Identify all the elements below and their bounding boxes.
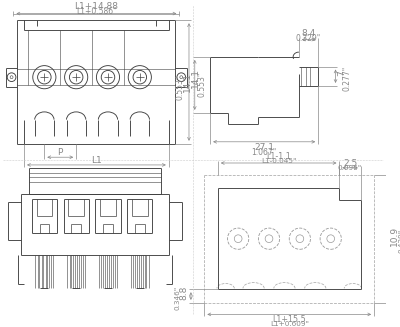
Text: 8.8: 8.8 <box>180 286 189 301</box>
Text: 14.1: 14.1 <box>182 72 192 92</box>
Text: L1-0.045": L1-0.045" <box>261 158 296 164</box>
Text: 0.553": 0.553" <box>197 71 206 96</box>
Text: 0.277": 0.277" <box>343 65 352 91</box>
Text: L1+15.5: L1+15.5 <box>272 315 306 324</box>
Text: 1.067": 1.067" <box>252 148 277 157</box>
Text: 0.553": 0.553" <box>176 74 185 99</box>
Text: 0.429": 0.429" <box>398 229 400 253</box>
Text: P: P <box>58 148 63 157</box>
Text: 14.1: 14.1 <box>191 68 200 88</box>
Text: L1: L1 <box>91 156 102 164</box>
Text: L1-1.1: L1-1.1 <box>266 152 291 161</box>
Text: 7: 7 <box>337 70 346 76</box>
Text: 27.1: 27.1 <box>254 143 274 152</box>
Text: L1+0.609": L1+0.609" <box>270 321 309 327</box>
Text: L1+14.88: L1+14.88 <box>74 2 118 11</box>
Text: 0.329": 0.329" <box>296 34 321 43</box>
Text: L1+0.586": L1+0.586" <box>76 7 117 16</box>
Text: 10.9: 10.9 <box>390 226 399 246</box>
Text: 0.096": 0.096" <box>338 165 362 171</box>
Text: 0.346": 0.346" <box>174 286 180 310</box>
Text: 2.5: 2.5 <box>343 159 357 167</box>
Text: 8.4: 8.4 <box>302 29 316 38</box>
